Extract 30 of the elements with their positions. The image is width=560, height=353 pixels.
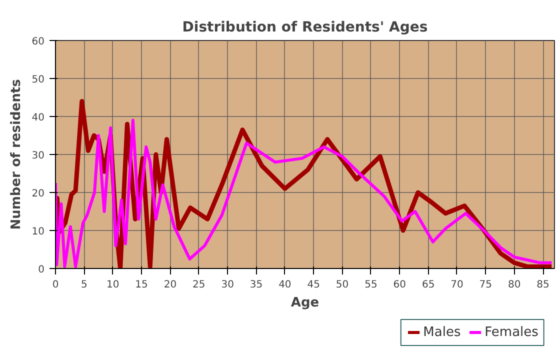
x-tick-label: 80 xyxy=(508,280,521,290)
x-tick-label: 75 xyxy=(479,280,492,290)
x-tick-label: 50 xyxy=(336,280,349,290)
legend-label: Females xyxy=(484,325,539,340)
y-tick-label: 50 xyxy=(32,74,45,86)
x-tick-label: 15 xyxy=(135,280,148,290)
y-tick-label: 0 xyxy=(38,264,45,276)
x-tick-label: 40 xyxy=(278,280,292,290)
x-tick-label: 45 xyxy=(307,280,320,290)
y-tick-label: 60 xyxy=(32,36,45,48)
x-tick-label: 55 xyxy=(364,280,378,290)
y-tick-label: 20 xyxy=(32,188,45,200)
x-tick-label: 35 xyxy=(250,280,263,290)
y-axis-title: Number of residents xyxy=(8,78,24,230)
x-tick-label: 25 xyxy=(192,280,206,290)
y-tick-label: 30 xyxy=(32,150,45,162)
y-tick-label: 10 xyxy=(32,226,45,238)
x-tick-label: 0 xyxy=(52,280,59,290)
x-tick-label: 20 xyxy=(164,280,177,290)
x-tick-label: 30 xyxy=(221,280,234,290)
x-axis-title: Age xyxy=(290,296,320,310)
x-tick-label: 5 xyxy=(80,280,88,290)
chart-title: Distribution of Residents' Ages xyxy=(182,20,428,36)
y-tick-label: 40 xyxy=(32,112,45,124)
legend-label: Males xyxy=(423,325,461,340)
x-tick-label: 70 xyxy=(450,280,464,290)
x-tick-label: 10 xyxy=(106,280,120,290)
x-tick-label: 60 xyxy=(393,280,406,290)
x-tick-label: 85 xyxy=(536,280,550,290)
x-tick-label: 65 xyxy=(422,280,435,290)
